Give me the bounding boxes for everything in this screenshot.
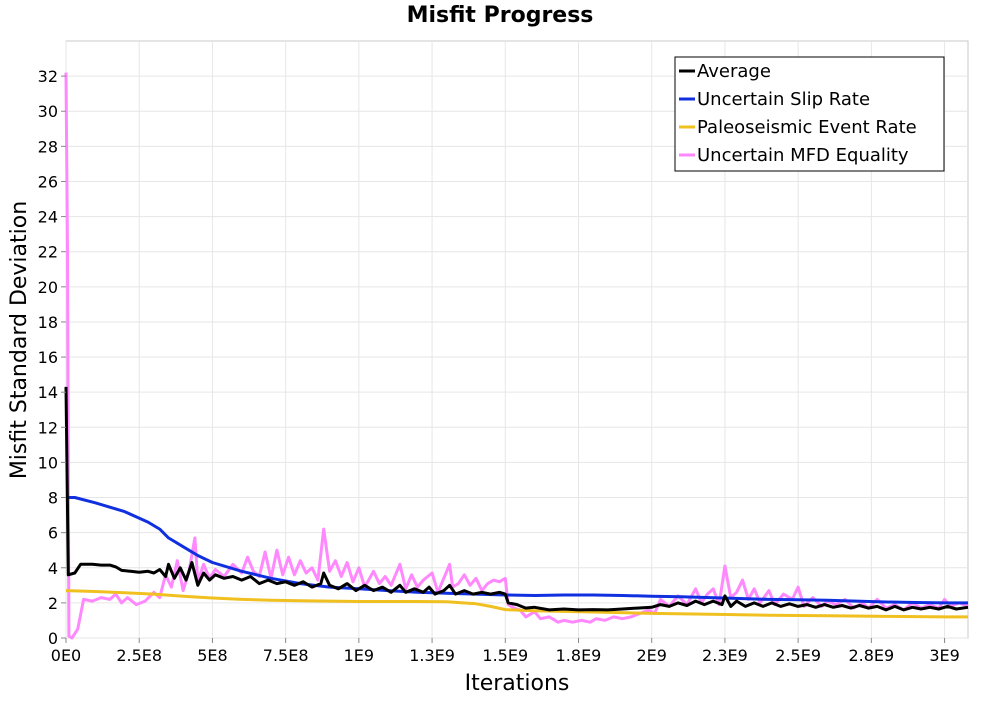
- series-line-uncertain-mfd-equality: [64, 72, 969, 640]
- y-tick-label: 12: [38, 418, 58, 437]
- y-tick-label: 28: [38, 137, 58, 156]
- y-tick-label: 24: [38, 208, 58, 227]
- x-tick-label: 1E9: [344, 646, 374, 665]
- legend: Average Uncertain Slip Rate Paleoseismic E…: [674, 56, 945, 172]
- y-tick-label: 18: [38, 313, 58, 332]
- y-tick-label: 22: [38, 243, 58, 262]
- x-tick-label: 0E0: [51, 646, 81, 665]
- legend-box: [674, 56, 945, 172]
- y-tick-label: 2: [48, 594, 58, 613]
- series-line-uncertain-slip-rate: [66, 496, 968, 605]
- grid-layer: [65, 41, 968, 639]
- legend-label: Paleoseismic Event Rate: [697, 117, 917, 138]
- x-tick-label: 2.8E9: [848, 646, 894, 665]
- y-axis-label: Misfit Standard Deviation: [7, 201, 32, 479]
- x-tick-label: 3E9: [929, 646, 959, 665]
- x-tick-label: 2.5E9: [775, 646, 821, 665]
- chart-title: Misfit Progress: [407, 3, 594, 28]
- series-layer: [64, 72, 969, 640]
- x-tick-label: 5E8: [197, 646, 227, 665]
- legend-label: Uncertain Slip Rate: [697, 89, 870, 110]
- y-tick-label: 32: [38, 67, 58, 86]
- x-axis-label: Iterations: [465, 671, 570, 696]
- series-line-average: [64, 386, 969, 612]
- y-tick-label: 30: [38, 102, 58, 121]
- x-axis-ticks: 0E0 2.5E8 5E8 7.5E8 1E9 1.3E9 1.5E9 1.8E9 2E9 2.3…: [51, 638, 960, 665]
- x-tick-label: 2E9: [636, 646, 666, 665]
- y-tick-label: 26: [38, 172, 58, 191]
- x-tick-label: 1.3E9: [409, 646, 455, 665]
- x-tick-label: 7.5E8: [263, 646, 309, 665]
- y-tick-label: 0: [48, 629, 58, 648]
- y-tick-label: 6: [48, 524, 58, 543]
- x-tick-label: 2.5E8: [116, 646, 162, 665]
- y-tick-label: 8: [48, 489, 58, 508]
- y-tick-label: 14: [38, 383, 58, 402]
- y-tick-label: 16: [38, 348, 58, 367]
- x-tick-label: 2.3E9: [702, 646, 748, 665]
- legend-label: Average: [697, 61, 771, 82]
- y-tick-label: 4: [48, 559, 58, 578]
- x-tick-label: 1.8E9: [556, 646, 602, 665]
- y-tick-label: 10: [38, 453, 58, 472]
- x-tick-label: 1.5E9: [482, 646, 528, 665]
- y-tick-label: 20: [38, 278, 58, 297]
- series-line-paleoseismic-event-rate: [65, 589, 968, 619]
- legend-label: Uncertain MFD Equality: [697, 145, 909, 166]
